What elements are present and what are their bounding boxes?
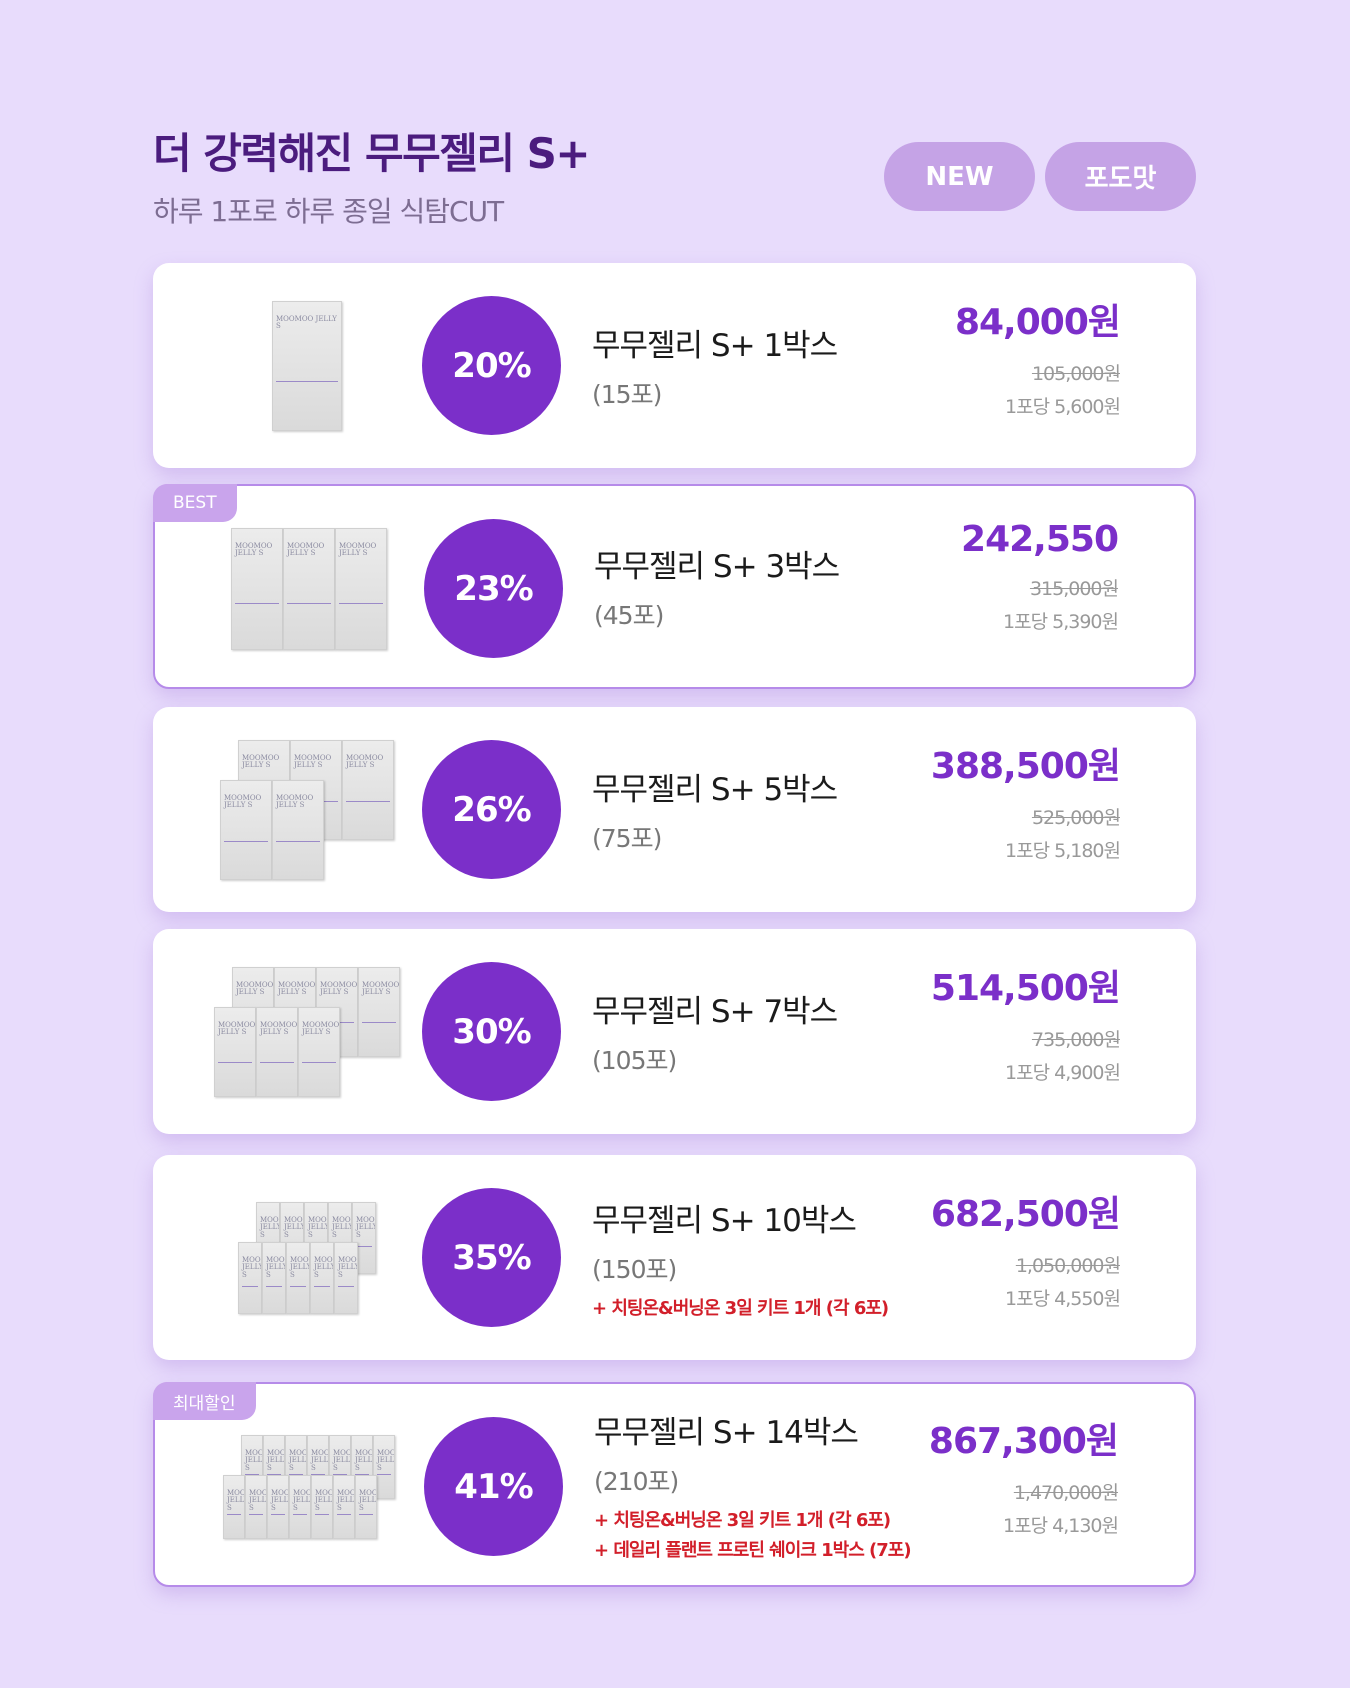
per-unit-price: 1포당 5,600원 bbox=[1005, 395, 1121, 418]
jelly-box: MOOMOO JELLY S bbox=[223, 1474, 245, 1539]
bonus-item: + 데일리 플랜트 프로틴 쉐이크 1박스 (7포) bbox=[594, 1540, 912, 1561]
jelly-box: MOOMOO JELLY S bbox=[238, 1241, 262, 1314]
jelly-box: MOOMOO JELLY S bbox=[333, 1474, 355, 1539]
sale-price: 867,300원 bbox=[928, 1420, 1119, 1462]
jelly-box: MOOMOO JELLY S bbox=[334, 1241, 358, 1314]
discount-badge: 20% bbox=[422, 296, 561, 435]
original-price: 1,470,000원 bbox=[1013, 1481, 1119, 1504]
bonus-item: + 치팅온&버닝온 3일 키트 1개 (각 6포) bbox=[594, 1510, 891, 1531]
sale-price: 682,500원 bbox=[930, 1193, 1121, 1235]
page-subtitle: 하루 1포로 하루 종일 식탐CUT bbox=[153, 195, 504, 228]
original-price: 105,000원 bbox=[1031, 362, 1121, 385]
sale-price: 242,550 bbox=[961, 519, 1119, 560]
product-name: 무무젤리 S+ 3박스 bbox=[594, 549, 840, 585]
jelly-box: MOOMOO JELLY S bbox=[283, 527, 335, 650]
discount-badge: 30% bbox=[422, 962, 561, 1101]
label-tag: 최대할인 bbox=[153, 1382, 256, 1420]
jelly-box: MOOMOO JELLY S bbox=[289, 1474, 311, 1539]
jelly-box: MOOMOO JELLY S bbox=[220, 779, 272, 880]
page-title: 더 강력해진 무무젤리 S+ bbox=[153, 129, 591, 178]
bonus-item: + 치팅온&버닝온 3일 키트 1개 (각 6포) bbox=[592, 1298, 889, 1319]
pack-count: (105포) bbox=[592, 1046, 677, 1075]
per-unit-price: 1포당 5,390원 bbox=[1003, 611, 1119, 633]
jelly-box: MOOMOO JELLY S bbox=[311, 1474, 333, 1539]
jelly-box: MOOMOO JELLY S bbox=[358, 966, 400, 1057]
jelly-box: MOOMOO JELLY S bbox=[342, 739, 394, 840]
jelly-box: MOOMOO JELLY S bbox=[373, 1434, 395, 1499]
sale-price: 388,500원 bbox=[930, 745, 1121, 787]
jelly-box: MOOMOO JELLY S bbox=[335, 527, 387, 650]
pack-count: (210포) bbox=[594, 1467, 679, 1496]
original-price: 525,000원 bbox=[1031, 806, 1121, 829]
per-unit-price: 1포당 4,900원 bbox=[1005, 1061, 1121, 1084]
jelly-box: MOOMOO JELLY S bbox=[231, 527, 283, 650]
pack-count: (150포) bbox=[592, 1255, 677, 1284]
product-card[interactable]: MOOMOO JELLY S 20% 무무젤리 S+ 1박스 (15포) 84,… bbox=[153, 263, 1196, 468]
badge-flavor: 포도맛 bbox=[1045, 142, 1196, 211]
jelly-box: MOOMOO JELLY S bbox=[310, 1241, 334, 1314]
jelly-box: MOOMOO JELLY S bbox=[298, 1006, 340, 1097]
jelly-box: MOOMOO JELLY S bbox=[272, 779, 324, 880]
pack-count: (15포) bbox=[592, 380, 662, 409]
jelly-box: MOOMOO JELLY S bbox=[267, 1474, 289, 1539]
product-name: 무무젤리 S+ 5박스 bbox=[592, 772, 838, 808]
jelly-box: MOOMOO JELLY S bbox=[352, 1201, 376, 1274]
per-unit-price: 1포당 5,180원 bbox=[1005, 839, 1121, 862]
original-price: 1,050,000원 bbox=[1015, 1254, 1121, 1277]
discount-badge: 23% bbox=[424, 519, 563, 658]
product-name: 무무젤리 S+ 10박스 bbox=[592, 1203, 857, 1239]
sale-price: 514,500원 bbox=[930, 967, 1121, 1009]
original-price: 315,000원 bbox=[1029, 578, 1119, 600]
jelly-box: MOOMOO JELLY S bbox=[245, 1474, 267, 1539]
pack-count: (45포) bbox=[594, 601, 664, 630]
jelly-box: MOOMOO JELLY S bbox=[272, 300, 342, 431]
product-image: MOOMOO JELLY S bbox=[207, 283, 407, 448]
product-card[interactable]: BEST MOOMOO JELLY S MOOMOO JELLY S MOOMOO … bbox=[153, 484, 1196, 689]
jelly-box: MOOMOO JELLY S bbox=[355, 1474, 377, 1539]
jelly-box: MOOMOO JELLY S bbox=[286, 1241, 310, 1314]
original-price: 735,000원 bbox=[1031, 1028, 1121, 1051]
product-name: 무무젤리 S+ 14박스 bbox=[594, 1415, 859, 1451]
pack-count: (75포) bbox=[592, 824, 662, 853]
per-unit-price: 1포당 4,550원 bbox=[1005, 1287, 1121, 1310]
product-name: 무무젤리 S+ 1박스 bbox=[592, 328, 838, 364]
sale-price: 84,000원 bbox=[954, 301, 1121, 343]
label-tag: BEST bbox=[153, 484, 237, 522]
badge-new: NEW bbox=[884, 142, 1035, 211]
per-unit-price: 1포당 4,130원 bbox=[1003, 1514, 1119, 1537]
jelly-box: MOOMOO JELLY S bbox=[262, 1241, 286, 1314]
jelly-box: MOOMOO JELLY S bbox=[256, 1006, 298, 1097]
jelly-box: MOOMOO JELLY S bbox=[214, 1006, 256, 1097]
product-name: 무무젤리 S+ 7박스 bbox=[592, 994, 838, 1030]
discount-badge: 35% bbox=[422, 1188, 561, 1327]
discount-badge: 26% bbox=[422, 740, 561, 879]
discount-badge: 41% bbox=[424, 1417, 563, 1556]
